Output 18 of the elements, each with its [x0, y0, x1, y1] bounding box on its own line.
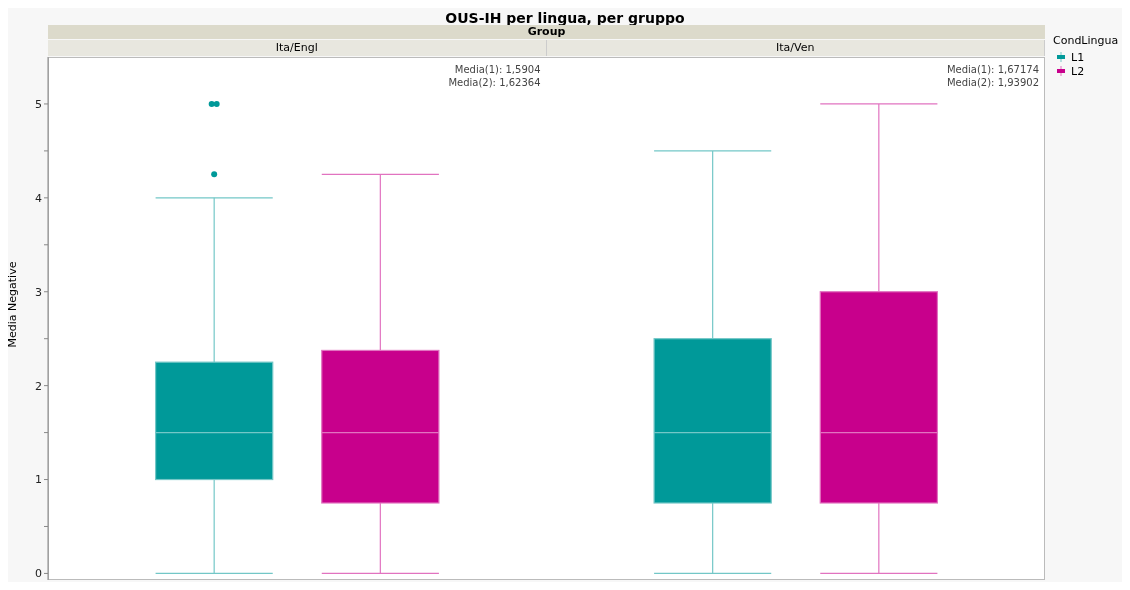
chart-title: OUS-IH per lingua, per gruppo — [444, 10, 686, 26]
y-tick-label: 2 — [35, 379, 42, 393]
y-tick-label: 3 — [35, 285, 42, 299]
annotation: Media(1): 1,67174 — [945, 63, 1039, 76]
y-tick-label: 5 — [35, 97, 42, 111]
x-axis-title: Group — [48, 25, 1045, 39]
y-axis-title: Media Negative — [5, 260, 19, 350]
annotation: Media(2): 1,93902 — [945, 76, 1039, 89]
legend-label: L2 — [1071, 64, 1085, 78]
legend-label: L1 — [1071, 50, 1085, 64]
y-tick-label: 0 — [35, 567, 42, 581]
annotation: Media(2): 1,62364 — [447, 76, 541, 89]
legend-title: CondLingua — [1053, 34, 1119, 47]
x-tick-label: Ita/Ven — [546, 40, 1045, 56]
annotation: Media(1): 1,5904 — [453, 63, 541, 76]
y-tick-label: 4 — [35, 191, 42, 205]
x-tick-label: Ita/Engl — [48, 40, 547, 56]
y-tick-label: 1 — [35, 473, 42, 487]
